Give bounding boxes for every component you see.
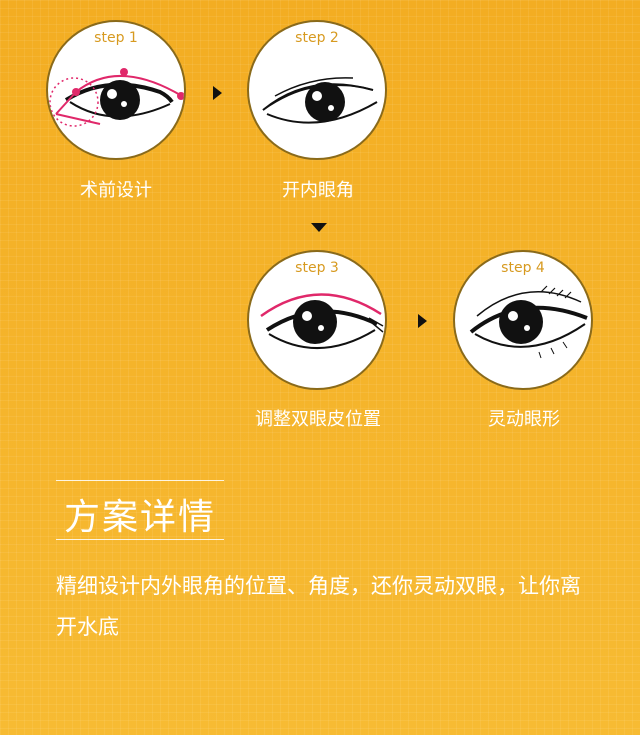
details-title: 方案详情 — [63, 497, 216, 538]
step-1-label: step 1 — [94, 30, 138, 46]
step-4-label: step 4 — [501, 260, 545, 276]
step-3-caption: 调整双眼皮位置 — [255, 409, 381, 430]
step-4-caption: 灵动眼形 — [488, 409, 560, 430]
step-1-caption: 术前设计 — [80, 180, 152, 201]
details-title-box: 方案详情 — [56, 480, 224, 540]
double-eyelid-icon — [260, 293, 384, 350]
open-eye-corner-icon — [262, 77, 378, 124]
arrow-right-icon — [418, 314, 427, 328]
step-2-caption: 开内眼角 — [282, 180, 354, 201]
step-4-circle: step 4 — [453, 250, 593, 390]
step-2-label: step 2 — [295, 30, 339, 46]
step-3-label: step 3 — [295, 260, 339, 276]
details-description: 精细设计内外眼角的位置、角度，还你灵动双眼，让你离开水底 — [56, 574, 581, 639]
eye-design-icon — [49, 68, 184, 127]
step-2-circle: step 2 — [247, 20, 387, 160]
arrow-right-icon — [213, 86, 222, 100]
arrow-down-icon — [311, 223, 327, 232]
step-3-circle: step 3 — [247, 250, 387, 390]
step-1-circle: step 1 — [46, 20, 186, 160]
final-eye-icon — [469, 285, 588, 359]
